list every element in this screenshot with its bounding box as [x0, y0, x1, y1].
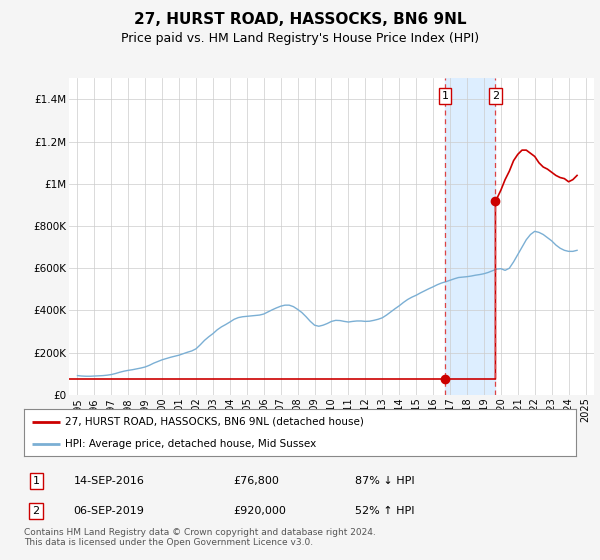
Text: 1: 1	[32, 476, 40, 486]
Text: Contains HM Land Registry data © Crown copyright and database right 2024.
This d: Contains HM Land Registry data © Crown c…	[24, 528, 376, 547]
Text: 52% ↑ HPI: 52% ↑ HPI	[355, 506, 415, 516]
Text: 06-SEP-2019: 06-SEP-2019	[74, 506, 145, 516]
Text: 2: 2	[492, 91, 499, 101]
Text: 87% ↓ HPI: 87% ↓ HPI	[355, 476, 415, 486]
Text: HPI: Average price, detached house, Mid Sussex: HPI: Average price, detached house, Mid …	[65, 438, 317, 449]
Text: 1: 1	[442, 91, 449, 101]
Text: £920,000: £920,000	[234, 506, 287, 516]
Text: 27, HURST ROAD, HASSOCKS, BN6 9NL: 27, HURST ROAD, HASSOCKS, BN6 9NL	[134, 12, 466, 27]
Text: £76,800: £76,800	[234, 476, 280, 486]
Text: 14-SEP-2016: 14-SEP-2016	[74, 476, 145, 486]
Text: Price paid vs. HM Land Registry's House Price Index (HPI): Price paid vs. HM Land Registry's House …	[121, 32, 479, 45]
Text: 2: 2	[32, 506, 40, 516]
Bar	[445, 78, 496, 395]
Text: 27, HURST ROAD, HASSOCKS, BN6 9NL (detached house): 27, HURST ROAD, HASSOCKS, BN6 9NL (detac…	[65, 417, 364, 427]
